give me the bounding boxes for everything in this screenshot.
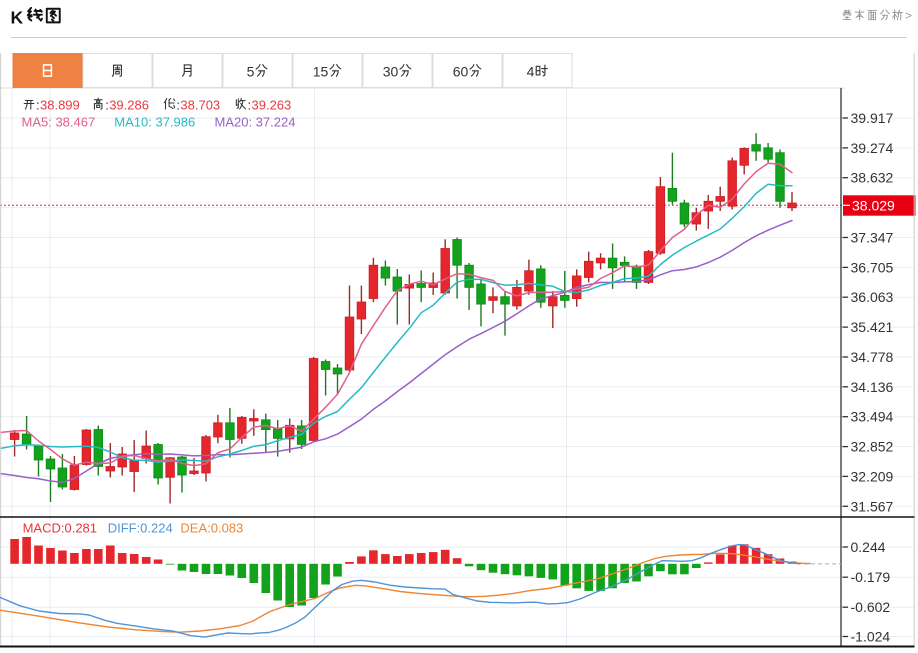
svg-text:37.347: 37.347 [851,230,894,246]
svg-text:K: K [11,8,24,28]
svg-text:MA20: 37.224: MA20: 37.224 [215,115,296,130]
svg-text:MA5: 38.467: MA5: 38.467 [22,115,96,130]
svg-text:-0.602: -0.602 [851,599,891,615]
svg-text:34.778: 34.778 [851,349,894,365]
svg-text:33.494: 33.494 [851,409,894,425]
svg-text:39.263: 39.263 [252,98,292,113]
svg-text:38.899: 38.899 [40,98,80,113]
svg-text:39.286: 39.286 [109,98,149,113]
svg-text:4: 4 [527,64,535,80]
svg-text:DIFF:0.224: DIFF:0.224 [108,521,173,536]
svg-text:0.244: 0.244 [851,539,886,555]
svg-text:60: 60 [453,64,469,80]
svg-text:38.703: 38.703 [180,98,220,113]
svg-text:39.917: 39.917 [851,110,894,126]
svg-text::: : [105,98,109,113]
svg-text:32.852: 32.852 [851,439,894,455]
svg-text:5: 5 [247,64,255,80]
svg-text:-1.024: -1.024 [851,629,891,645]
svg-text:36.705: 36.705 [851,259,894,275]
svg-text:36.063: 36.063 [851,289,894,305]
svg-text::: : [36,98,40,113]
svg-text:39.274: 39.274 [851,140,894,156]
svg-text:35.421: 35.421 [851,319,894,335]
svg-text::: : [248,98,252,113]
svg-text:MACD:0.281: MACD:0.281 [23,521,97,536]
svg-text:DEA:0.083: DEA:0.083 [180,521,243,536]
svg-text:15: 15 [313,64,329,80]
svg-text:34.136: 34.136 [851,379,894,395]
svg-text::: : [176,98,180,113]
svg-text:30: 30 [383,64,399,80]
svg-text:31.567: 31.567 [851,498,894,514]
svg-text:32.209: 32.209 [851,468,894,484]
svg-text:38.632: 38.632 [851,170,894,186]
svg-text:38.029: 38.029 [852,198,895,214]
svg-text:>: > [905,9,912,23]
svg-text:MA10: 37.986: MA10: 37.986 [114,115,195,130]
svg-text:-0.179: -0.179 [851,569,891,585]
